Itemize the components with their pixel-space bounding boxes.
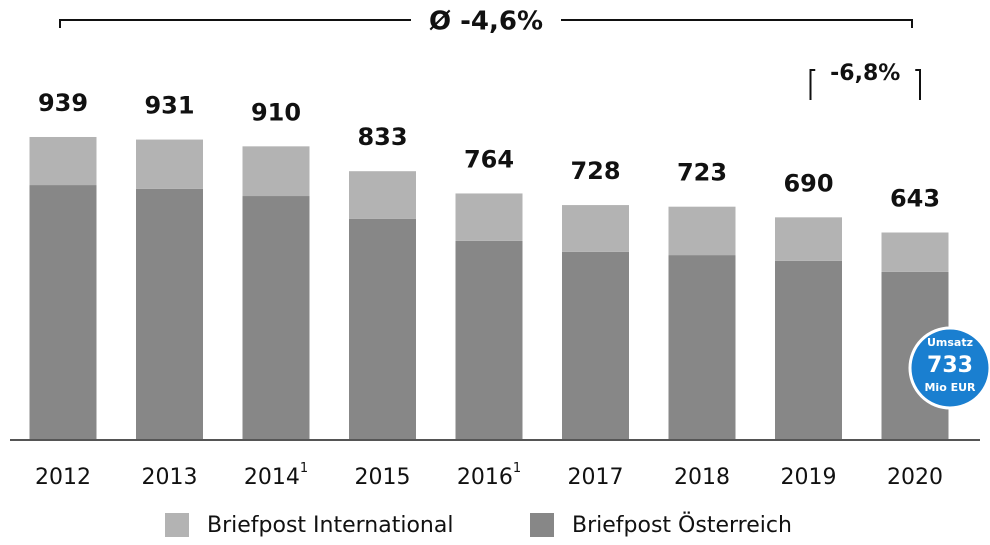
total-label: 643 bbox=[890, 185, 940, 213]
x-tick-text: 2013 bbox=[142, 465, 198, 490]
bar-segment bbox=[29, 136, 97, 186]
bracket-label: Ø -4,6% bbox=[429, 7, 543, 37]
bar-segment bbox=[881, 232, 949, 272]
bracket-label: -6,8% bbox=[830, 61, 900, 86]
x-tick-text: 2015 bbox=[355, 465, 411, 490]
badge-unit: Mio EUR bbox=[924, 381, 976, 394]
x-tick-text: 2017 bbox=[568, 465, 624, 490]
x-tick-label: 2013 bbox=[142, 465, 198, 490]
bar-segment bbox=[136, 188, 203, 440]
x-tick-label: 20141 bbox=[244, 461, 308, 491]
total-label: 690 bbox=[783, 169, 833, 197]
x-tick-label: 2019 bbox=[781, 465, 837, 490]
x-tick-text: 2019 bbox=[781, 465, 837, 490]
bracket bbox=[809, 69, 921, 100]
bar-segment bbox=[455, 240, 523, 440]
bracket bbox=[59, 19, 913, 28]
x-tick-label: 20161 bbox=[457, 461, 521, 491]
bar-segment bbox=[349, 171, 416, 219]
x-tick-text: 2016 bbox=[457, 465, 513, 490]
bar-segment bbox=[562, 251, 629, 440]
bar-segment bbox=[562, 205, 629, 252]
bar-segment bbox=[29, 185, 97, 440]
footnote-mark: 1 bbox=[513, 461, 521, 476]
bar-segment bbox=[455, 193, 523, 241]
total-label: 939 bbox=[38, 89, 88, 117]
bar-segment bbox=[668, 206, 736, 256]
x-tick-label: 2017 bbox=[568, 465, 624, 490]
bar-segment bbox=[775, 217, 842, 261]
total-label: 931 bbox=[144, 92, 194, 120]
bar-segment bbox=[242, 146, 310, 197]
legend-label: Briefpost International bbox=[207, 513, 453, 538]
legend-swatch bbox=[165, 513, 189, 537]
bar-segment bbox=[136, 139, 203, 189]
legend-swatch bbox=[530, 513, 554, 537]
bar-segment bbox=[242, 196, 310, 440]
bar-segment bbox=[349, 218, 416, 440]
x-tick-text: 2018 bbox=[674, 465, 730, 490]
legend-label: Briefpost Österreich bbox=[572, 512, 792, 538]
total-label: 728 bbox=[570, 157, 620, 185]
x-tick-text: 2014 bbox=[244, 465, 300, 490]
x-tick-label: 2015 bbox=[355, 465, 411, 490]
total-label: 723 bbox=[677, 159, 727, 187]
x-tick-text: 2020 bbox=[887, 465, 943, 490]
total-label: 764 bbox=[464, 145, 514, 173]
x-tick-label: 2012 bbox=[35, 465, 91, 490]
footnote-mark: 1 bbox=[300, 461, 308, 476]
total-label: 833 bbox=[357, 123, 407, 151]
x-tick-label: 2020 bbox=[887, 465, 943, 490]
bar-segment bbox=[775, 260, 842, 440]
badge-value: 733 bbox=[927, 353, 973, 378]
total-label: 910 bbox=[251, 98, 301, 126]
badge bbox=[908, 326, 990, 410]
x-tick-label: 2018 bbox=[674, 465, 730, 490]
x-tick-text: 2012 bbox=[35, 465, 91, 490]
bar-segment bbox=[668, 255, 736, 440]
badge-title: Umsatz bbox=[927, 336, 973, 349]
